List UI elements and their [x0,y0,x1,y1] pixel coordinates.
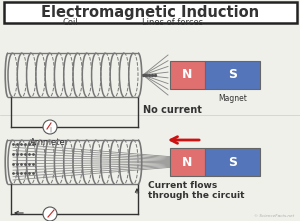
Text: Coil: Coil [62,18,78,27]
FancyBboxPatch shape [4,2,296,23]
Text: Current flows
through the circuit: Current flows through the circuit [148,181,244,200]
Text: N: N [182,69,193,82]
Text: Electromagnetic Induction: Electromagnetic Induction [41,6,259,21]
Bar [170,148,205,176]
Text: S: S [228,156,237,168]
Text: S: S [228,69,237,82]
Text: © ScienceFacts.net: © ScienceFacts.net [254,214,294,218]
Circle shape [43,207,57,221]
Text: Ammeter: Ammeter [30,138,70,147]
Text: Lines of forces: Lines of forces [142,18,204,27]
Text: Magnet: Magnet [218,94,247,103]
Text: N: N [182,156,193,168]
Text: |: | [49,126,51,132]
Bar [170,61,205,89]
Circle shape [43,120,57,134]
Bar [205,148,260,176]
Bar [205,61,260,89]
Text: No current: No current [143,105,202,115]
